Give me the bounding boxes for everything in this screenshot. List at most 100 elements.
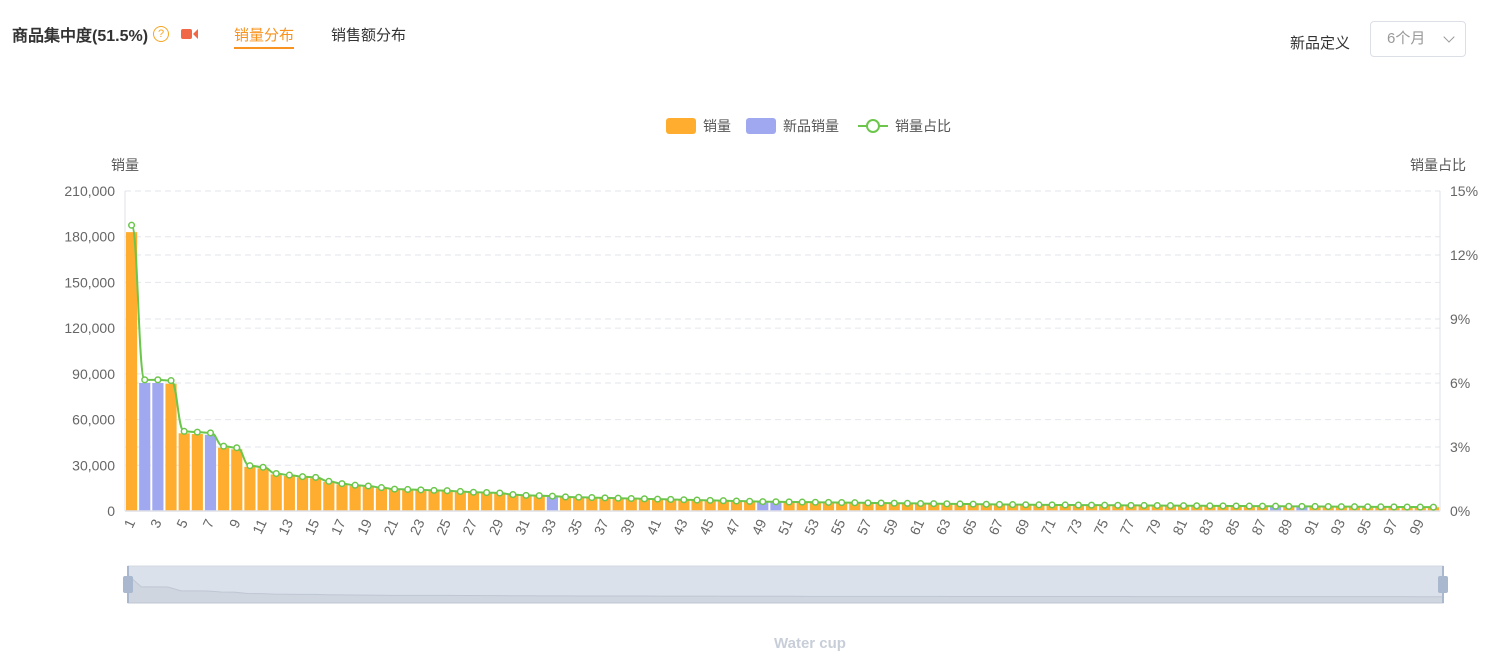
ratio-point [154, 376, 162, 384]
x-tick-label: 41 [643, 516, 664, 537]
ratio-point [561, 493, 570, 501]
bar-sales [717, 500, 729, 511]
bar-sales [573, 497, 585, 511]
y-tick-label: 120,000 [64, 320, 115, 336]
ratio-point [719, 497, 727, 505]
question-circle-icon[interactable]: ? [153, 26, 170, 42]
bar-sales [915, 503, 927, 511]
bar-sales [612, 498, 624, 511]
ratio-point [298, 473, 307, 481]
ratio-point [1337, 503, 1345, 511]
ratio-point [496, 489, 504, 497]
ratio-point [1114, 501, 1122, 509]
x-tick-label: 43 [670, 516, 691, 537]
ratio-point [1022, 501, 1030, 509]
bar-sales [178, 433, 190, 511]
x-tick-label: 67 [985, 516, 1006, 537]
x-tick-label: 27 [459, 516, 480, 537]
bar-sales [126, 232, 138, 511]
ratio-point [706, 496, 714, 504]
tab-sales-amount[interactable]: 销售额分布 [331, 27, 407, 44]
bar-sales [941, 503, 953, 511]
ratio-point [890, 499, 898, 507]
ratio-point [943, 500, 951, 508]
bar-sales [454, 491, 466, 511]
x-tick-label: 31 [512, 516, 533, 537]
x-tick-label: 87 [1248, 516, 1269, 537]
x-tick-label: 13 [275, 516, 296, 537]
ratio-point [285, 471, 293, 479]
bar-sales [481, 493, 493, 511]
bar-sales [625, 498, 637, 511]
x-tick-label: 95 [1353, 516, 1374, 537]
ratio-point [364, 482, 372, 490]
tab-sales-volume[interactable]: 销量分布 [234, 24, 295, 49]
legend-marker-ratio [866, 119, 880, 133]
y-tick-label: 150,000 [64, 274, 115, 290]
x-tick-label: 35 [564, 516, 585, 537]
ratio-point [522, 491, 530, 499]
ratio-point [1048, 501, 1056, 509]
y2-tick-label: 3% [1450, 439, 1470, 455]
x-tick-label: 83 [1196, 516, 1217, 537]
legend-label-new-sales: 新品销量 [783, 118, 839, 134]
bar-sales [862, 503, 874, 511]
ratio-point [798, 498, 806, 506]
x-tick-label: 51 [775, 516, 796, 537]
x-tick-label: 19 [354, 516, 375, 537]
x-tick-label: 47 [722, 516, 743, 537]
ratio-point [956, 500, 964, 508]
y2-axis-title: 销量占比 [1410, 157, 1466, 173]
y-tick-label: 60,000 [72, 412, 115, 428]
ratio-point [417, 486, 425, 494]
ratio-point [627, 494, 635, 503]
ratio-point [772, 498, 780, 506]
ratio-point [680, 496, 688, 504]
x-tick-label: 23 [407, 516, 428, 537]
y-tick-label: 180,000 [64, 229, 115, 245]
bar-sales [441, 491, 453, 511]
ratio-point [259, 463, 267, 471]
ratio-point [391, 485, 399, 493]
bar-new-sales [770, 502, 782, 511]
ratio-point [838, 499, 846, 507]
ratio-point [969, 500, 977, 508]
x-tick-label: 57 [854, 516, 875, 537]
ratio-point [785, 498, 793, 506]
ratio-point [312, 473, 320, 481]
bar-new-sales [152, 383, 164, 511]
x-tick-label: 29 [485, 516, 506, 537]
bar-sales [402, 489, 414, 511]
bar-sales [599, 498, 611, 511]
x-tick-label: 69 [1011, 516, 1032, 537]
new-product-definition-select[interactable]: 6个月 [1370, 21, 1466, 57]
ratio-point [233, 444, 241, 452]
x-tick-label: 1 [120, 516, 138, 530]
select-value: 6个月 [1387, 30, 1426, 47]
video-icon[interactable] [181, 29, 199, 39]
ratio-point [667, 495, 675, 503]
bar-sales [836, 502, 848, 511]
ratio-point [1153, 501, 1161, 510]
ratio-point [351, 481, 359, 489]
ratio-point [404, 485, 412, 493]
bar-new-sales [757, 501, 769, 511]
ratio-point [1127, 501, 1135, 509]
x-tick-label: 93 [1327, 516, 1348, 537]
bar-sales [362, 486, 374, 511]
ratio-point [930, 500, 938, 508]
legend-swatch-sales [666, 118, 696, 134]
bar-sales [849, 502, 861, 511]
bar-sales [704, 500, 716, 511]
x-tick-label: 17 [328, 516, 349, 537]
bar-sales [270, 474, 282, 511]
x-tick-label: 73 [1064, 516, 1085, 537]
chart-header: 商品集中度(51.5%) ? [12, 22, 199, 46]
ratio-point [864, 499, 872, 507]
ratio-point [1258, 502, 1267, 510]
x-tick-label: 49 [748, 516, 769, 537]
x-tick-label: 53 [801, 516, 822, 537]
ratio-point [1324, 502, 1332, 511]
bar-sales [296, 477, 309, 511]
legend-swatch-new-sales [746, 118, 776, 134]
